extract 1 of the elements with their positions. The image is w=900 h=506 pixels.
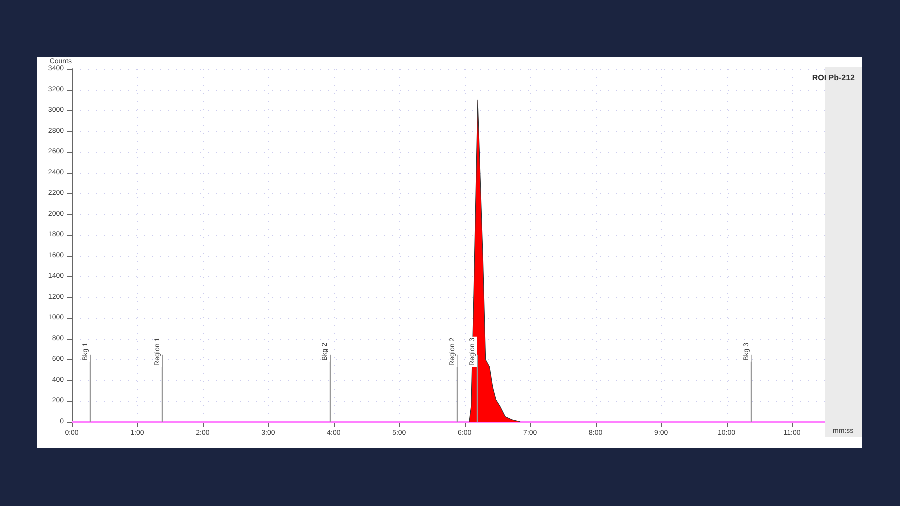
text: ROI Pb-212 <box>812 74 856 82</box>
